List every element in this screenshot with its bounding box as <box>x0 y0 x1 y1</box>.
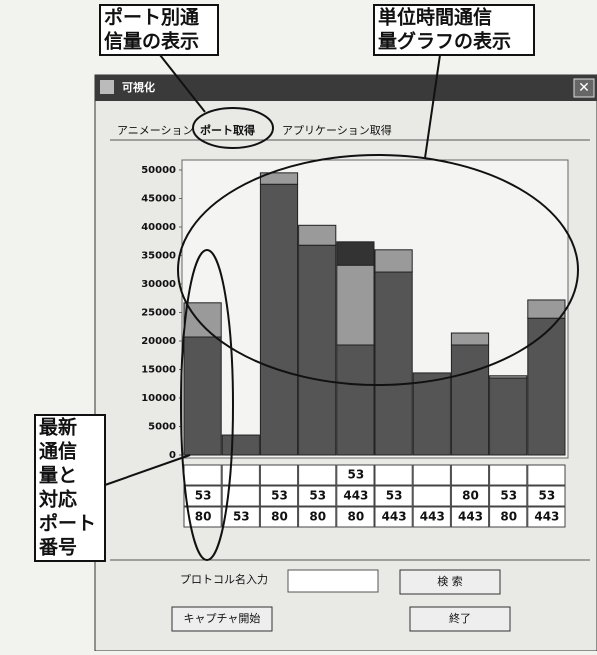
table-cell <box>413 486 450 506</box>
port-number: 53 <box>271 489 288 503</box>
bar-segment <box>184 337 221 455</box>
y-tick-label: 15000 <box>141 365 176 376</box>
port-number: 80 <box>500 510 517 524</box>
table-cell <box>490 465 527 485</box>
port-number: 443 <box>343 489 368 503</box>
bar-segment <box>451 345 488 455</box>
y-tick-label: 25000 <box>141 308 176 319</box>
bar-segment <box>337 242 374 265</box>
tab[interactable]: アニメーション <box>117 124 194 137</box>
table-cell <box>299 465 336 485</box>
port-number: 53 <box>539 489 556 503</box>
port-number: 443 <box>420 510 445 524</box>
page: 可視化 ✕ アニメーション ポート取得 アプリケーション取得 050001000… <box>0 0 597 651</box>
table-cell <box>375 465 412 485</box>
bar-segment <box>375 272 412 455</box>
port-number: 80 <box>271 510 288 524</box>
bar-segment <box>490 376 527 378</box>
y-tick-label: 45000 <box>141 194 176 205</box>
bar-segment <box>337 345 374 455</box>
annotation: 信量の表示 <box>104 30 199 53</box>
window-title: 可視化 <box>122 80 155 94</box>
table-cell <box>528 465 565 485</box>
annotation-line: ポート <box>39 512 96 535</box>
protocol-label: プロトコル名入力 <box>180 572 268 586</box>
y-tick-label: 5000 <box>148 422 176 433</box>
table-cell <box>184 465 221 485</box>
table-cell <box>260 465 297 485</box>
port-number: 443 <box>534 510 559 524</box>
bar-segment <box>299 245 336 455</box>
port-number: 443 <box>382 510 407 524</box>
screenshot: 可視化 ✕ アニメーション ポート取得 アプリケーション取得 050001000… <box>0 0 597 651</box>
bar-segment <box>299 225 336 245</box>
tab[interactable]: アプリケーション取得 <box>282 124 392 137</box>
annotation: 量グラフの表示 <box>378 30 511 53</box>
table-cell <box>222 465 259 485</box>
annotation-line: 最新 <box>39 416 77 439</box>
port-number: 53 <box>195 489 212 503</box>
bar-segment <box>490 378 527 455</box>
port-number: 53 <box>386 489 403 503</box>
y-tick-label: 10000 <box>141 393 176 404</box>
close-icon: ✕ <box>578 80 590 96</box>
bar-segment <box>375 250 412 272</box>
capture-label: キャプチャ開始 <box>184 611 261 625</box>
bar-segment <box>337 265 374 345</box>
bar-segment <box>528 318 565 455</box>
bar-segment <box>413 373 450 455</box>
port-number: 53 <box>348 468 365 482</box>
annotation-line: 対応 <box>38 488 77 511</box>
port-number: 443 <box>458 510 483 524</box>
port-number: 53 <box>309 489 326 503</box>
table-cell <box>451 465 488 485</box>
y-tick-label: 50000 <box>141 165 176 176</box>
y-tick-label: 35000 <box>141 251 176 262</box>
annotation: 単位時間通信 <box>378 6 492 29</box>
bar-segment <box>528 300 565 318</box>
bar-segment <box>222 435 259 455</box>
y-tick-label: 40000 <box>141 222 176 233</box>
search-label: 検 索 <box>437 574 463 588</box>
table-cell <box>413 465 450 485</box>
exit-label: 終了 <box>449 611 471 625</box>
bar-segment <box>451 333 488 345</box>
annotation-line: 通信 <box>39 440 77 463</box>
annotation-line: 番号 <box>38 537 77 559</box>
port-number: 53 <box>500 489 517 503</box>
port-number: 80 <box>462 489 479 503</box>
port-number: 53 <box>233 510 250 524</box>
annotation-line: 量と <box>39 465 77 487</box>
window-icon <box>100 80 114 94</box>
port-number: 80 <box>195 510 212 524</box>
title-bar <box>95 75 597 101</box>
annotation: ポート別通 <box>104 6 200 29</box>
port-number: 80 <box>309 510 326 524</box>
y-tick-label: 20000 <box>141 336 176 347</box>
bar-segment <box>260 184 297 455</box>
protocol-input[interactable] <box>288 570 378 592</box>
y-tick-label: 30000 <box>141 279 176 290</box>
port-number: 80 <box>348 510 365 524</box>
tab-active[interactable]: ポート取得 <box>200 123 255 137</box>
